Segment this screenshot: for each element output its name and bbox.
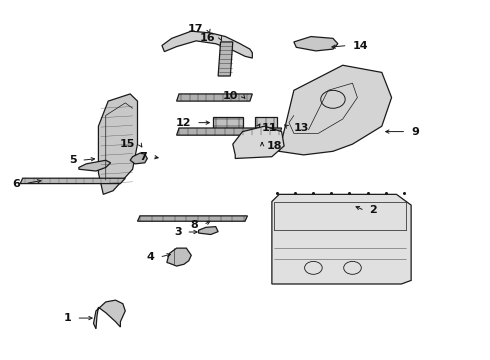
Text: 8: 8 bbox=[191, 220, 198, 230]
Polygon shape bbox=[20, 178, 125, 184]
Text: 18: 18 bbox=[267, 141, 283, 151]
Text: 11: 11 bbox=[262, 123, 278, 133]
Polygon shape bbox=[167, 248, 191, 266]
Polygon shape bbox=[94, 300, 125, 329]
Polygon shape bbox=[138, 216, 247, 221]
Polygon shape bbox=[79, 160, 111, 171]
Text: 2: 2 bbox=[369, 206, 377, 216]
Polygon shape bbox=[272, 194, 411, 284]
Polygon shape bbox=[98, 94, 138, 194]
Polygon shape bbox=[294, 37, 338, 51]
Polygon shape bbox=[274, 65, 392, 155]
Text: 6: 6 bbox=[12, 179, 20, 189]
Text: 4: 4 bbox=[147, 252, 155, 262]
Text: 16: 16 bbox=[200, 33, 216, 43]
Polygon shape bbox=[198, 226, 218, 234]
Text: 14: 14 bbox=[352, 41, 368, 50]
Text: 3: 3 bbox=[174, 227, 181, 237]
Text: 10: 10 bbox=[222, 91, 238, 101]
Text: 7: 7 bbox=[140, 152, 147, 162]
Polygon shape bbox=[176, 128, 282, 135]
Polygon shape bbox=[130, 153, 147, 164]
Polygon shape bbox=[162, 31, 252, 58]
Text: 9: 9 bbox=[411, 127, 419, 136]
Text: 1: 1 bbox=[64, 313, 72, 323]
Polygon shape bbox=[255, 117, 277, 128]
Text: 5: 5 bbox=[69, 155, 76, 165]
Polygon shape bbox=[233, 126, 284, 158]
Text: 13: 13 bbox=[294, 123, 309, 133]
Polygon shape bbox=[213, 117, 243, 128]
Polygon shape bbox=[176, 94, 252, 101]
Polygon shape bbox=[218, 42, 233, 76]
Text: 12: 12 bbox=[176, 118, 191, 128]
Text: 15: 15 bbox=[120, 139, 135, 149]
Text: 17: 17 bbox=[188, 24, 203, 35]
